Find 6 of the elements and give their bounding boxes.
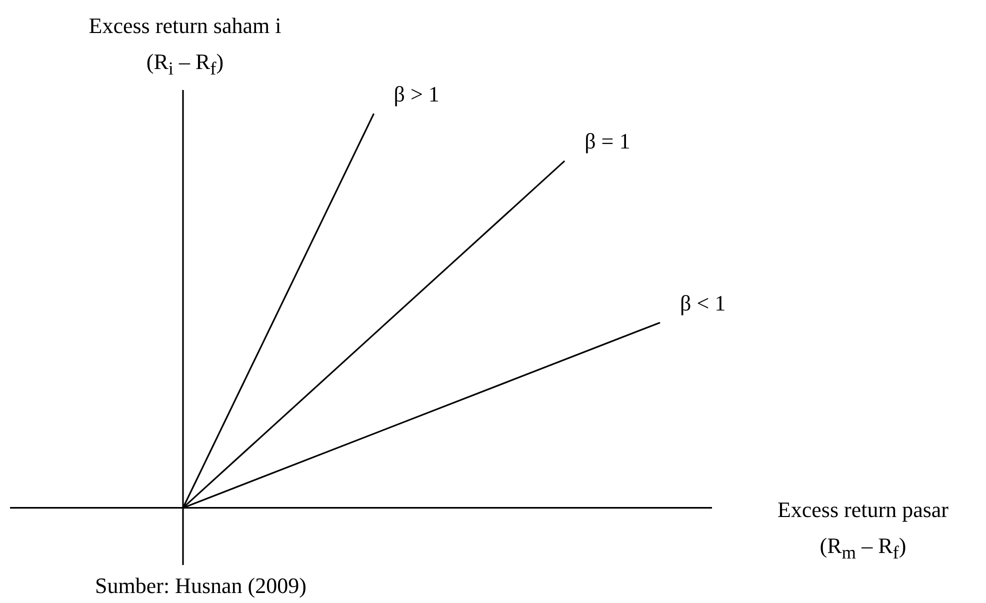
series-label: β = 1 (584, 128, 630, 154)
text: Sumber: Husnan (2009) (95, 572, 306, 600)
series-label: β > 1 (394, 81, 440, 106)
x-axis-title: Excess return pasar (R$_{m}$ – R$_{f}$) (776, 496, 950, 564)
series-label: β < 1 (680, 290, 726, 316)
y-axis-title: Excess return saham i (R$_{i}$ – R$_{f}$) (88, 12, 282, 80)
